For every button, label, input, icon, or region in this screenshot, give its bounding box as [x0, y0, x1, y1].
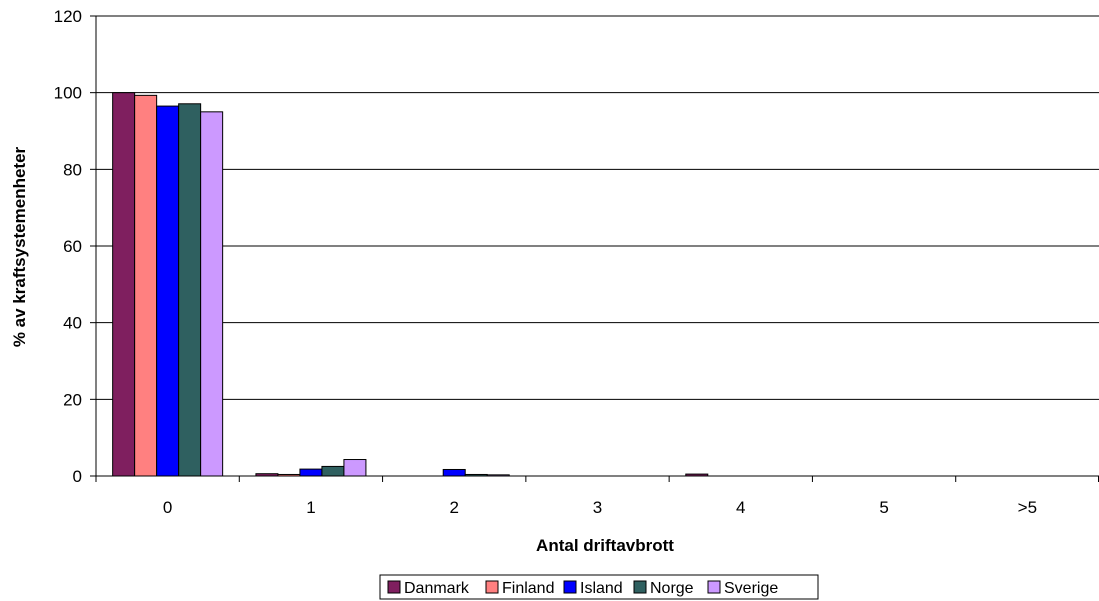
x-tick-label: 0	[163, 498, 172, 517]
legend-box	[379, 574, 819, 600]
legend-swatch-sverige	[707, 580, 721, 594]
legend-label-finland: Finland	[502, 580, 554, 597]
legend-label-danmark: Danmark	[404, 580, 470, 597]
bar-island-0	[156, 105, 180, 477]
legend: Danmark Finland Island Norge Sverige	[379, 574, 819, 600]
bar-finland-0	[134, 94, 158, 477]
bar-sverige-1	[343, 459, 367, 477]
y-tick-label: 100	[54, 84, 82, 103]
y-tick-label: 80	[63, 160, 82, 179]
y-tick-labels: 0 20 40 60 80 100 120	[54, 7, 82, 486]
bar-sverige-0	[200, 111, 224, 477]
x-tick-label: 5	[879, 498, 888, 517]
legend-label-sverige: Sverige	[724, 580, 778, 597]
axes	[90, 15, 1099, 482]
x-tick-label: 2	[449, 498, 458, 517]
y-tick-label: 40	[63, 314, 82, 333]
y-tick-label: 60	[63, 237, 82, 256]
y-axis-title: % av kraftsystemenheter	[10, 146, 29, 347]
x-tick-label: >5	[1018, 498, 1037, 517]
legend-swatch-norge	[633, 580, 647, 594]
bar-norge-1	[321, 465, 345, 477]
bars	[112, 92, 709, 477]
x-tick-labels: 0 1 2 3 4 5 >5	[163, 498, 1037, 517]
legend-swatch-finland	[485, 580, 499, 594]
legend-label-norge: Norge	[650, 580, 694, 597]
x-tick-label: 1	[306, 498, 315, 517]
y-tick-label: 20	[63, 390, 82, 409]
y-tick-label: 0	[73, 467, 82, 486]
legend-label-island: Island	[580, 580, 623, 597]
x-tick-label: 3	[593, 498, 602, 517]
legend-swatch-danmark	[387, 580, 401, 594]
gridlines	[96, 15, 1099, 400]
x-tick-label: 4	[736, 498, 745, 517]
bar-island-1	[299, 468, 323, 477]
bar-danmark-0	[112, 92, 136, 477]
x-axis-title: Antal driftavbrott	[536, 536, 674, 555]
legend-swatch-island	[563, 580, 577, 594]
y-tick-label: 120	[54, 7, 82, 26]
bar-norge-0	[178, 103, 202, 477]
bar-island-2	[442, 468, 466, 477]
